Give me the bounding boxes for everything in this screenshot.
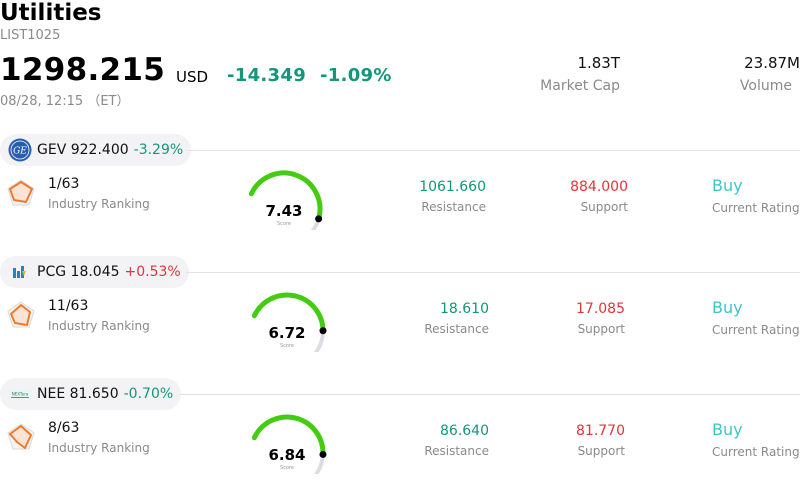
score-label: Score xyxy=(277,221,291,227)
stock-change-percent: -3.29% xyxy=(133,142,184,158)
market-cap-value: 1.83T xyxy=(577,54,620,72)
svg-text:GE: GE xyxy=(13,147,27,157)
industry-rank-value: 11/63 xyxy=(48,298,89,314)
radar-chart-icon xyxy=(7,423,35,450)
stock-chip[interactable]: NEXTera NEE 81.650 -0.70% xyxy=(0,378,182,410)
rating-value[interactable]: Buy xyxy=(712,420,743,439)
ge-logo-icon: GE xyxy=(8,138,32,162)
stock-ticker-price: PCG 18.045 xyxy=(37,264,120,280)
timestamp: 08/28, 12:15 （ET） xyxy=(0,94,130,109)
support-label: Support xyxy=(577,322,625,336)
volume-label: Volume xyxy=(739,78,792,94)
stock-chip[interactable]: GE GEV 922.400 -3.29% xyxy=(0,134,192,166)
support-value: 884.000 xyxy=(570,179,628,195)
stock-ticker-price: GEV 922.400 xyxy=(37,142,129,158)
rating-label: Current Rating xyxy=(712,323,800,337)
stock-change-percent: +0.53% xyxy=(124,264,181,280)
radar-chart-icon xyxy=(7,179,35,206)
price-change: -14.349 xyxy=(227,65,307,86)
row-divider xyxy=(188,150,800,151)
stock-row[interactable]: GE GEV 922.400 -3.29% 1/63 Industry Rank… xyxy=(0,134,800,256)
rating-value[interactable]: Buy xyxy=(712,298,743,317)
gauge-needle-dot xyxy=(319,450,327,458)
nextera-logo-icon: NEXTera xyxy=(11,391,29,398)
industry-rank-label: Industry Ranking xyxy=(48,441,150,455)
gauge-fill xyxy=(251,414,326,457)
score-gauge: 6.84 Score xyxy=(251,414,327,474)
market-cap-label: Market Cap xyxy=(540,78,620,94)
rating-value[interactable]: Buy xyxy=(712,176,743,195)
support-value: 81.770 xyxy=(576,423,625,439)
radar-chart-icon xyxy=(7,301,35,328)
resistance-label: Resistance xyxy=(424,322,489,336)
support-label: Support xyxy=(577,444,625,458)
row-divider xyxy=(180,394,800,395)
gauge-fill xyxy=(251,292,326,334)
gauge-fill xyxy=(248,170,323,222)
gauge-needle-dot xyxy=(319,327,327,335)
industry-rank-value: 1/63 xyxy=(48,176,80,192)
index-code: LIST1025 xyxy=(0,28,61,43)
industry-rank-value: 8/63 xyxy=(48,420,80,436)
index-price: 1298.215 xyxy=(0,52,166,88)
industry-rank-label: Industry Ranking xyxy=(48,197,150,211)
currency-label: USD xyxy=(176,68,209,86)
score-value: 7.43 xyxy=(265,202,302,220)
stock-row[interactable]: PCG 18.045 +0.53% 11/63 Industry Ranking… xyxy=(0,256,800,378)
score-label: Score xyxy=(280,343,294,349)
score-value: 6.84 xyxy=(268,446,305,464)
resistance-label: Resistance xyxy=(421,200,486,214)
stock-chip[interactable]: PCG 18.045 +0.53% xyxy=(0,256,189,288)
page-title: Utilities xyxy=(0,0,102,26)
row-divider xyxy=(186,272,800,273)
resistance-value: 1061.660 xyxy=(419,179,486,195)
resistance-label: Resistance xyxy=(424,444,489,458)
score-gauge: 6.72 Score xyxy=(251,292,327,352)
gauge-needle-dot xyxy=(315,215,323,223)
stock-row[interactable]: NEXTera NEE 81.650 -0.70% 8/63 Industry … xyxy=(0,378,800,488)
score-gauge: 7.43 Score xyxy=(248,170,323,230)
price-change-percent: -1.09% xyxy=(320,65,392,86)
resistance-value: 18.610 xyxy=(440,301,489,317)
resistance-value: 86.640 xyxy=(440,423,489,439)
score-label: Score xyxy=(280,465,294,471)
stock-ticker-price: NEE 81.650 xyxy=(37,386,119,402)
pge-logo-icon xyxy=(13,266,26,278)
rating-label: Current Rating xyxy=(712,445,800,459)
volume-value: 23.87M xyxy=(744,54,800,72)
support-value: 17.085 xyxy=(576,301,625,317)
industry-rank-label: Industry Ranking xyxy=(48,319,150,333)
svg-text:NEXTera: NEXTera xyxy=(12,392,29,397)
support-label: Support xyxy=(580,200,628,214)
rating-label: Current Rating xyxy=(712,201,800,215)
stock-change-percent: -0.70% xyxy=(123,386,174,402)
score-value: 6.72 xyxy=(268,324,305,342)
